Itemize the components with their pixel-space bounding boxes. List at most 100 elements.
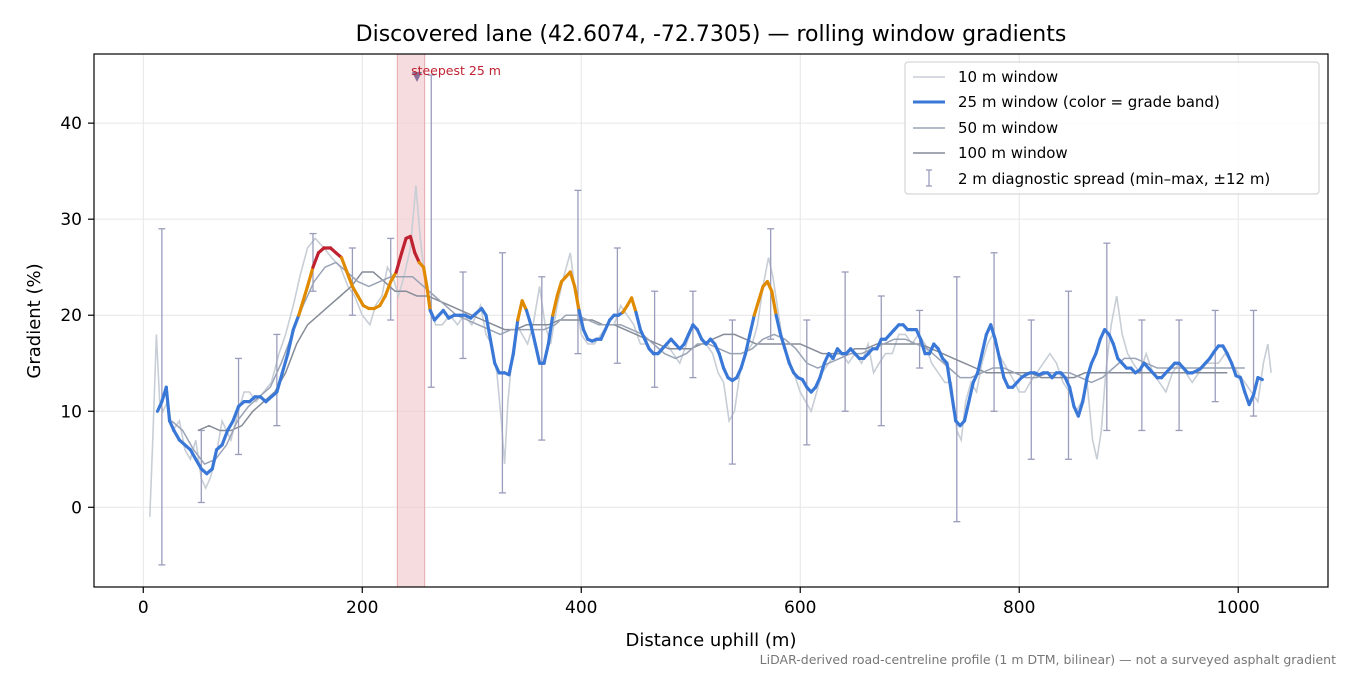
series-25m-segment (167, 419, 176, 433)
errorbar (309, 232, 317, 292)
plot-series (149, 74, 1272, 566)
y-tick-label: 30 (60, 210, 82, 230)
series-25m-segment (686, 323, 695, 337)
series-25m-segment (573, 284, 581, 313)
x-tick-label: 600 (784, 598, 816, 618)
series-25m-segment (914, 328, 923, 341)
series-25m-segment (638, 328, 647, 341)
series-25m-segment (581, 328, 590, 341)
series-25m-segment (739, 352, 748, 370)
series-25m-segment (682, 332, 691, 346)
series-25m-segment (378, 294, 387, 308)
series-25m-segment (778, 332, 787, 351)
errorbar (767, 228, 775, 340)
series-25m-segment (630, 296, 638, 314)
series-25m-segment (831, 347, 840, 361)
series-25m-segment (345, 270, 355, 289)
series-25m-segment (695, 328, 704, 341)
x-tick-label: 800 (1003, 598, 1035, 618)
series-25m-segment (551, 294, 559, 317)
legend-swatch-errorbar (926, 169, 932, 187)
series-25m-segment (305, 265, 315, 289)
series-25m-segment (643, 337, 651, 351)
errorbar (841, 271, 849, 412)
errorbar (1103, 242, 1111, 432)
axis-ticks: 0 200 400 600 800 1000 0 10 20 30 40 (60, 114, 1259, 618)
x-axis-label: Distance uphill (m) (626, 630, 797, 651)
legend-label-50m: 50 m window (958, 119, 1058, 137)
series-25m-segment (962, 400, 971, 423)
errorbar (273, 333, 281, 427)
series-25m-segment (993, 337, 1002, 361)
series-25m-segment (516, 299, 524, 322)
series-25m-segment (919, 337, 927, 356)
errorbar (1211, 309, 1219, 403)
series-25m-segment (980, 332, 988, 356)
legend: 10 m window 25 m window (color = grade b… (904, 61, 1320, 195)
series-25m-segment (275, 371, 284, 394)
series-25m-segment (425, 284, 432, 313)
series-25m-segment (301, 284, 310, 303)
series-25m-segment (818, 361, 826, 380)
errorbar (538, 276, 546, 441)
series-25m-segment (721, 366, 730, 380)
errorbar (1175, 319, 1183, 432)
series-25m-segment (787, 361, 796, 375)
errorbar (953, 276, 961, 523)
y-axis-label: Gradient (%) (24, 263, 45, 378)
series-25m-segment (524, 308, 533, 327)
legend-label-10m: 10 m window (958, 68, 1058, 86)
series-25m-segment (383, 280, 393, 298)
series-25m-segment (231, 404, 241, 423)
errorbar (877, 295, 885, 427)
errorbar (574, 189, 582, 355)
series-25m-segment (1002, 376, 1010, 389)
series-25m-segment (511, 318, 520, 356)
series-25m-segment (936, 347, 945, 361)
series-25m-segment (577, 308, 586, 332)
series-25m-segment (520, 299, 529, 313)
series-100m-window (197, 271, 1228, 432)
series-50m-window (171, 261, 1245, 466)
y-tick-label: 10 (60, 402, 82, 422)
errorbar (689, 290, 697, 379)
series-25m-segment (1063, 376, 1072, 389)
series-25m-segment (822, 352, 831, 365)
legend-box (904, 61, 1320, 195)
series-25m-segment (408, 234, 417, 255)
series-25m-segment (813, 376, 822, 389)
series-25m-segment (1094, 337, 1102, 356)
series-25m-segment (389, 270, 398, 284)
legend-label-errorbar: 2 m diagnostic spread (min–max, ±12 m) (958, 170, 1270, 188)
series-25m-segment (542, 342, 551, 365)
series-25m-segment (413, 251, 421, 264)
series-25m-segment (220, 428, 230, 447)
series-25m-segment (1251, 376, 1260, 397)
series-10m-window (149, 185, 1272, 517)
series-25m-segment (713, 342, 721, 356)
errorbar (728, 319, 736, 465)
series-25m-segment (599, 328, 607, 341)
series-25m-segment (945, 361, 953, 394)
series-25m-segment (194, 457, 203, 471)
series-25m-segment (488, 337, 497, 365)
series-25m-segment (717, 352, 726, 370)
series-25m-segment (339, 255, 349, 274)
series-25m-segment (1085, 361, 1094, 380)
series-25m-segment (1225, 352, 1234, 365)
series-25m-segment (735, 366, 743, 380)
series-25m-segment (311, 251, 321, 269)
series-25m-segment (783, 347, 791, 365)
errorbar (348, 247, 356, 316)
series-25m-segment (752, 299, 761, 317)
series-25m-segment (507, 352, 515, 377)
errorbar (651, 290, 659, 388)
errorbar (803, 319, 811, 446)
steepest-annotation: steepest 25 m (411, 63, 501, 78)
series-25m-segment (297, 299, 305, 317)
errorbar (613, 247, 621, 364)
errorbar (1138, 319, 1146, 432)
x-tick-label: 1000 (1217, 598, 1260, 618)
errorbar (427, 74, 435, 388)
